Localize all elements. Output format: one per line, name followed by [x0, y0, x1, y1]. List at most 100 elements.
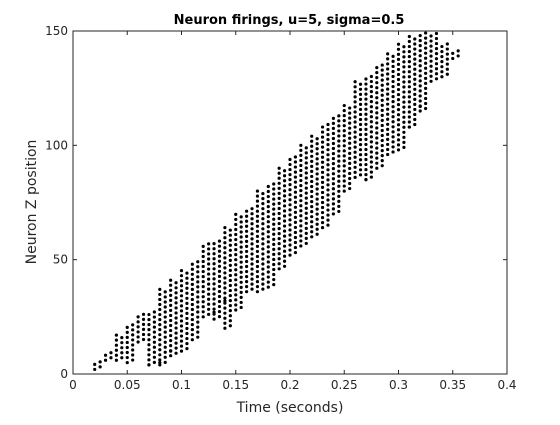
- data-point: [207, 252, 211, 256]
- data-point: [217, 259, 222, 263]
- data-point: [320, 210, 325, 215]
- data-point: [103, 353, 108, 357]
- data-point: [228, 258, 232, 262]
- data-point: [299, 209, 303, 213]
- data-point: [169, 278, 173, 282]
- data-point: [288, 228, 292, 232]
- data-point: [282, 264, 287, 268]
- data-point: [272, 232, 276, 236]
- data-point: [158, 333, 162, 337]
- data-point: [245, 229, 249, 233]
- data-point: [293, 165, 298, 169]
- data-point: [451, 51, 455, 56]
- data-point: [364, 112, 368, 116]
- data-point: [196, 330, 200, 334]
- data-point: [245, 219, 249, 223]
- data-point: [277, 216, 281, 221]
- data-point: [445, 52, 449, 56]
- data-point: [201, 305, 205, 309]
- data-point: [266, 240, 270, 244]
- data-point: [380, 143, 384, 148]
- data-point: [141, 327, 146, 332]
- data-point: [272, 187, 276, 191]
- data-point: [120, 351, 124, 355]
- data-point: [310, 205, 314, 209]
- data-point: [207, 267, 211, 271]
- data-point: [272, 192, 276, 196]
- data-point: [266, 275, 270, 279]
- data-point: [299, 234, 303, 238]
- data-point: [266, 210, 270, 214]
- data-point: [413, 117, 417, 122]
- data-point: [158, 302, 162, 307]
- data-point: [261, 267, 265, 271]
- data-point: [228, 238, 232, 242]
- data-point: [185, 271, 189, 275]
- data-point: [277, 247, 281, 251]
- data-point: [353, 110, 357, 114]
- data-point: [239, 215, 243, 219]
- data-point: [152, 360, 156, 364]
- data-point: [277, 166, 281, 170]
- data-point: [326, 183, 330, 187]
- data-point: [207, 292, 211, 296]
- data-point: [277, 257, 281, 261]
- data-point: [196, 325, 200, 329]
- data-point: [326, 188, 330, 192]
- data-point: [310, 134, 314, 138]
- data-point: [337, 164, 341, 168]
- data-point: [185, 291, 189, 295]
- data-point: [429, 54, 433, 58]
- data-points: [93, 31, 460, 372]
- data-point: [353, 130, 357, 134]
- data-point: [293, 205, 298, 209]
- data-point: [255, 229, 260, 233]
- data-point: [179, 314, 184, 318]
- data-point: [174, 301, 178, 305]
- data-point: [407, 90, 411, 94]
- data-point: [282, 219, 287, 223]
- data-point: [407, 34, 411, 39]
- data-point: [201, 244, 205, 248]
- data-point: [375, 116, 379, 120]
- data-point: [320, 160, 325, 164]
- data-point: [147, 323, 151, 327]
- data-point: [234, 212, 238, 216]
- data-point: [364, 167, 368, 172]
- data-point: [429, 79, 433, 83]
- data-point: [402, 65, 406, 69]
- data-point: [375, 151, 379, 155]
- data-point: [207, 272, 211, 276]
- data-point: [141, 337, 146, 342]
- data-point: [255, 290, 260, 294]
- data-point: [185, 286, 189, 290]
- data-point: [380, 63, 384, 67]
- data-point: [207, 297, 211, 301]
- data-point: [407, 80, 411, 84]
- data-point: [315, 227, 319, 231]
- data-point: [288, 178, 292, 182]
- data-point: [380, 138, 384, 143]
- data-point: [125, 350, 129, 355]
- data-point: [266, 220, 270, 224]
- data-point: [364, 162, 368, 167]
- data-point: [293, 240, 298, 245]
- data-point: [169, 313, 173, 318]
- data-point: [315, 177, 319, 181]
- data-point: [440, 44, 444, 49]
- data-point: [174, 286, 178, 290]
- data-point: [364, 117, 368, 121]
- data-point: [152, 325, 156, 329]
- data-point: [169, 328, 173, 333]
- data-point: [320, 170, 325, 174]
- data-point: [207, 262, 211, 266]
- data-point: [223, 311, 227, 315]
- data-point: [234, 278, 238, 282]
- data-point: [320, 130, 325, 134]
- data-point: [169, 339, 173, 343]
- data-point: [304, 186, 308, 190]
- data-point: [326, 213, 330, 217]
- data-point: [364, 157, 368, 162]
- data-point: [391, 140, 395, 144]
- data-point: [255, 194, 260, 198]
